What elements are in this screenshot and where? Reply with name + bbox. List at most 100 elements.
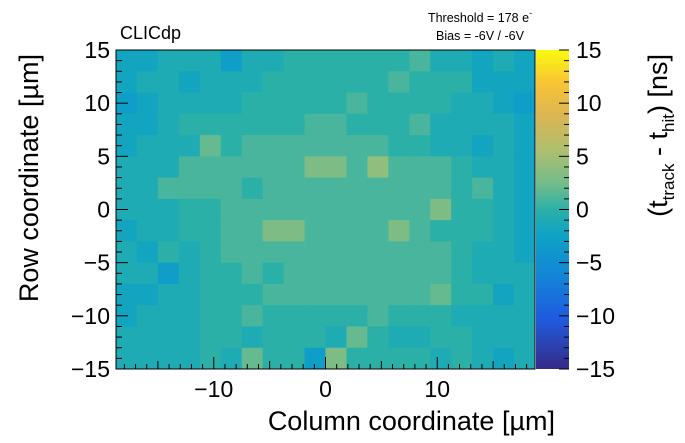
heatmap-cell [346,305,368,327]
heatmap-cell [493,92,515,115]
heatmap-cell [472,283,494,306]
heatmap-cell [304,220,326,242]
heatmap-cell [199,50,222,72]
heatmap-cell [157,92,180,115]
heatmap-cell [241,305,264,327]
heatmap-cell [388,113,410,136]
heatmap-cell [367,220,389,242]
heatmap-cell [409,156,431,178]
heatmap-cell [220,156,243,178]
heatmap-cell [514,326,536,349]
z-tick-label: 10 [576,90,602,116]
z-tick-label: −5 [576,250,602,276]
heatmap-cell [116,156,138,178]
heatmap-cell [346,135,368,157]
heatmap-cell [514,283,536,306]
z-tick-label: −10 [576,303,615,329]
heatmap-cell [325,113,347,136]
heatmap-cell [493,113,515,136]
heatmap-cell [157,156,180,178]
heatmap-cell [262,347,284,370]
heatmap-cell [262,198,284,221]
heatmap-cell [304,113,326,136]
heatmap-cell [178,50,201,72]
heatmap-cell [388,326,410,349]
heatmap-cell [451,177,473,200]
heatmap-cell [178,305,201,327]
heatmap-cell [388,347,410,370]
heatmap-cell [262,92,284,115]
heatmap-cell [136,92,159,115]
heatmap-cell [451,262,473,285]
heatmap-cell [514,92,536,115]
heatmap-cell [325,50,347,72]
heatmap-cell [241,220,264,242]
heatmap-cell [325,305,347,327]
heatmap-cell [514,305,536,327]
heatmap-cells [116,50,536,370]
heatmap-cell [199,347,222,370]
heatmap-cell [325,198,347,221]
heatmap-cell [451,71,473,93]
heatmap-cell [220,305,243,327]
heatmap-cell [241,156,264,178]
heatmap-cell [493,177,515,200]
heatmap-cell [367,177,389,200]
heatmap-cell [178,283,201,306]
heatmap-cell [262,241,284,264]
heatmap-cell [472,156,494,178]
heatmap-cell [262,113,284,136]
heatmap-cell [283,71,305,93]
heatmap-cell [409,113,431,136]
heatmap-cell [178,135,201,157]
heatmap-cell [304,326,326,349]
heatmap-cell [199,241,222,264]
heatmap-cell [388,262,410,285]
heatmap-cell [472,241,494,264]
heatmap-cell [430,50,452,72]
x-axis-title: Column coordinate [µm] [268,406,555,436]
heatmap-cell [220,262,243,285]
heatmap-cell [116,283,138,306]
heatmap-cell [136,50,159,72]
heatmap-cell [199,92,222,115]
heatmap-cell [472,135,494,157]
heatmap-cell [451,156,473,178]
heatmap-cell [136,283,159,306]
heatmap-cell [157,220,180,242]
heatmap-cell [136,177,159,200]
heatmap-cell [241,50,264,72]
heatmap-cell [451,92,473,115]
heatmap-cell [178,156,201,178]
heatmap-cell [325,283,347,306]
heatmap-cell [199,220,222,242]
heatmap-cell [472,50,494,72]
heatmap-cell [472,71,494,93]
heatmap-cell [178,198,201,221]
heatmap-cell [178,177,201,200]
heatmap-cell [367,347,389,370]
heatmap-cell [430,71,452,93]
heatmap-cell [388,71,410,93]
heatmap-cell [220,71,243,93]
heatmap-cell [325,177,347,200]
heatmap-cell [409,177,431,200]
heatmap-cell [514,347,536,370]
heatmap-cell [178,241,201,264]
heatmap-cell [430,347,452,370]
heatmap-cell [283,220,305,242]
heatmap-cell [472,220,494,242]
heatmap-cell [241,71,264,93]
heatmap-cell [262,135,284,157]
heatmap-cell [178,71,201,93]
heatmap-cell [346,177,368,200]
heatmap-cell [178,92,201,115]
heatmap-cell [409,305,431,327]
heatmap-cell [283,241,305,264]
heatmap-cell [220,283,243,306]
heatmap-cell [325,135,347,157]
heatmap-cell [304,305,326,327]
heatmap-cell [241,262,264,285]
heatmap-cell [136,113,159,136]
